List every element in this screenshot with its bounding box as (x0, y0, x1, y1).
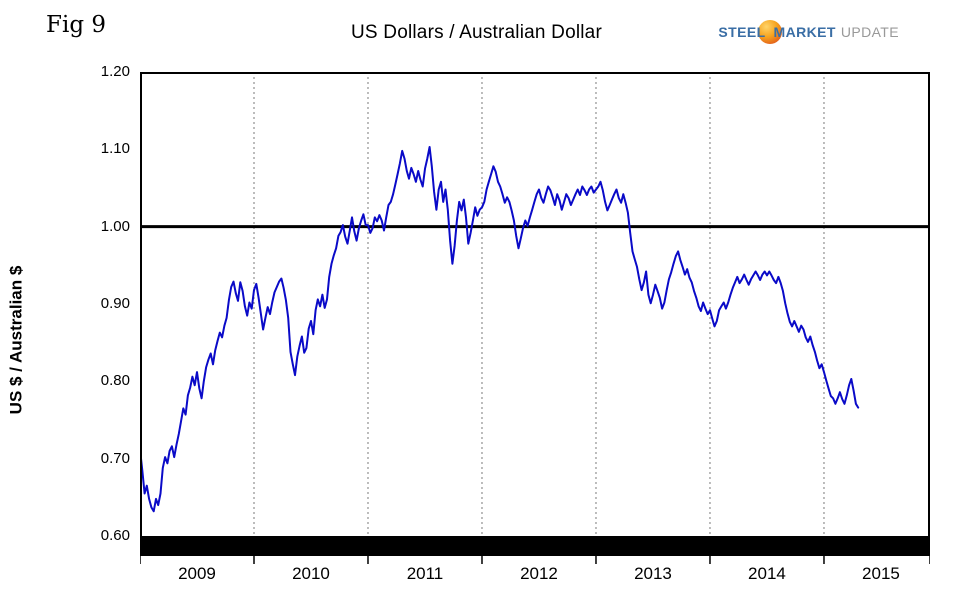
logo-text-steel: STEEL (718, 24, 766, 40)
steel-market-update-logo: STEEL MARKET UPDATE (718, 20, 899, 44)
x-tick-label: 2013 (634, 564, 672, 583)
x-tick-label: 2010 (292, 564, 330, 583)
figure-number: Fig 9 (46, 12, 106, 38)
y-tick-label: 0.70 (100, 449, 130, 467)
x-tick-label: 2015 (862, 564, 900, 583)
price-line (140, 146, 860, 513)
logo-text-market: MARKET (773, 24, 836, 40)
y-axis-title-wrap: US $ / Australian $ (2, 150, 30, 530)
exchange-rate-chart (140, 72, 930, 564)
y-axis-title: US $ / Australian $ (6, 265, 25, 415)
plot-frame (140, 72, 930, 556)
chart-title: US Dollars / Australian Dollar (351, 22, 602, 43)
y-tick-label: 0.90 (100, 295, 130, 312)
logo-text-update: UPDATE (840, 24, 899, 40)
y-tick-label: 0.80 (100, 372, 130, 390)
y-tick-label: 1.00 (100, 217, 130, 235)
x-tick-label: 2014 (748, 564, 786, 583)
x-tick-label: 2009 (178, 564, 216, 583)
plot-area (140, 72, 930, 564)
x-tick-label: 2011 (406, 564, 444, 583)
baseline-bar (140, 536, 930, 556)
y-tick-label: 0.60 (100, 527, 130, 544)
y-tick-label: 1.20 (100, 63, 130, 80)
y-tick-label: 1.10 (100, 140, 130, 158)
x-tick-label: 2012 (520, 564, 558, 583)
logo-sun-icon (757, 20, 782, 44)
